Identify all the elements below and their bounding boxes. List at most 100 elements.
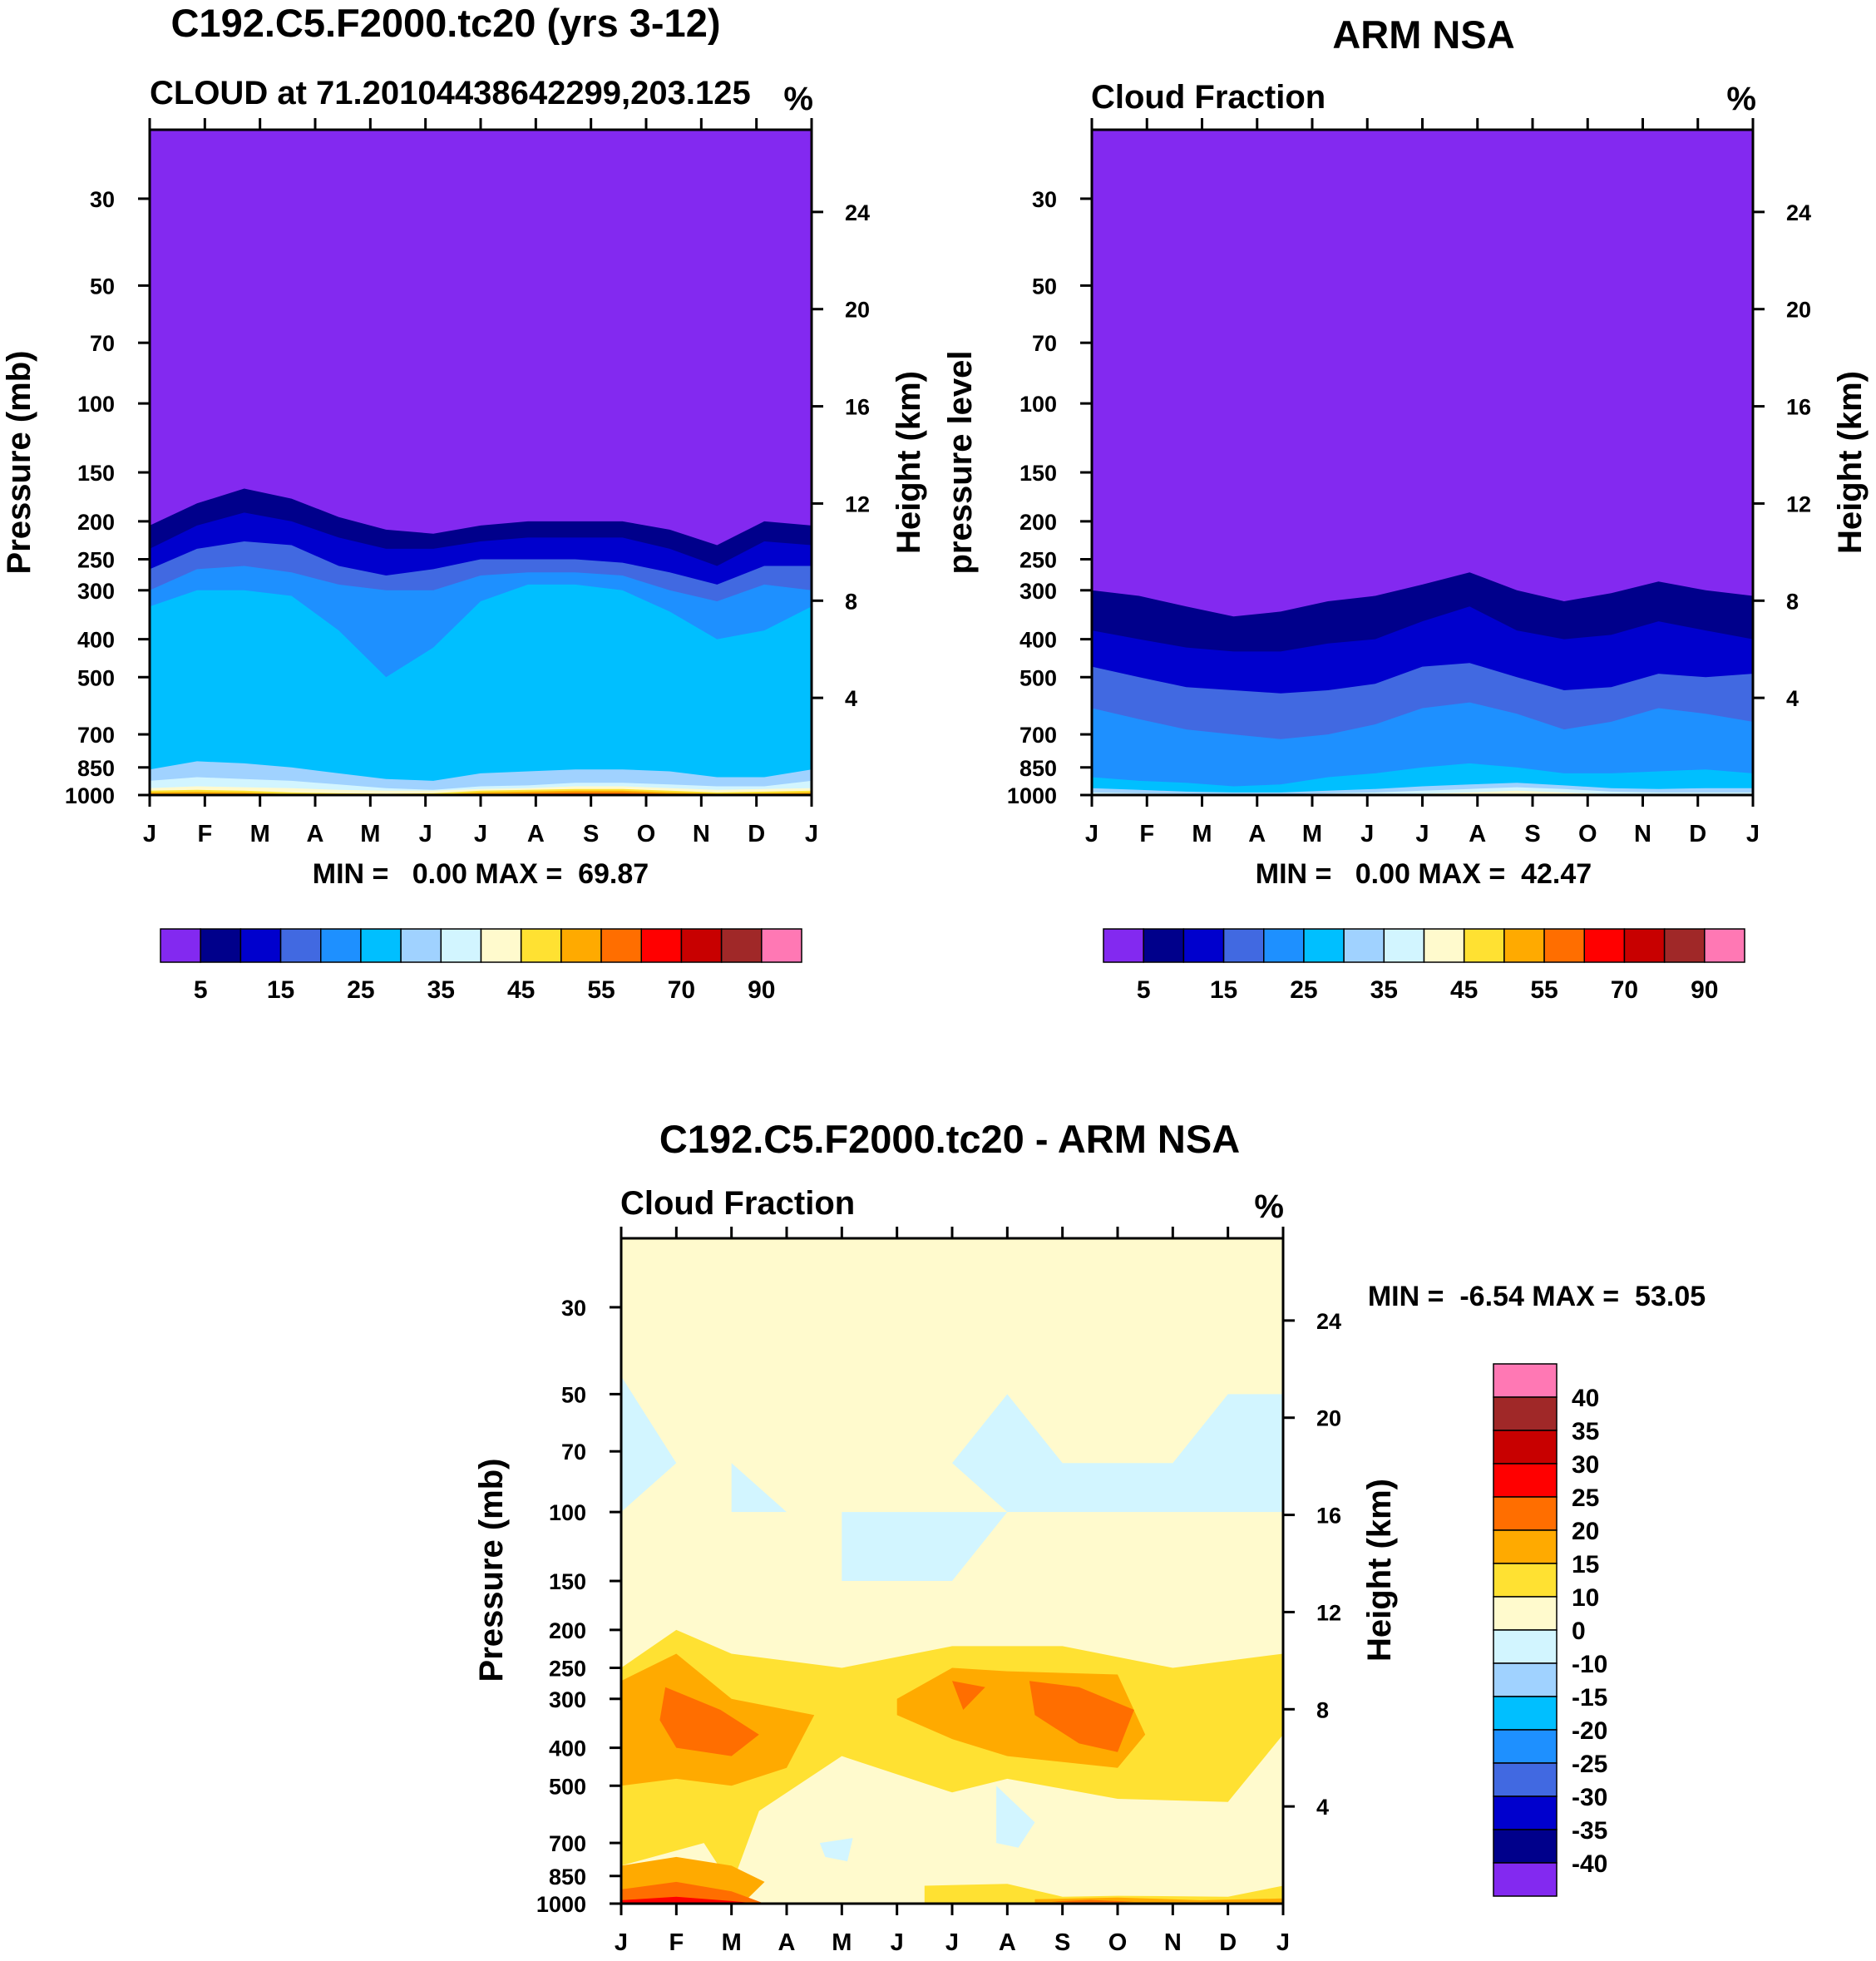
x-tick-label: J <box>1360 821 1374 847</box>
x-tick-label: N <box>1164 1929 1182 1956</box>
y-tick-label: 250 <box>1019 548 1057 573</box>
x-tick-label: S <box>1524 821 1540 847</box>
y-tick-label: 50 <box>1032 274 1057 299</box>
y-right-tick-label: 24 <box>1786 200 1811 225</box>
colorbar-swatch <box>279 928 322 963</box>
x-tick-label: J <box>891 1929 904 1956</box>
colorbar-swatch <box>761 928 802 963</box>
colorbar-label: 25 <box>347 976 374 1004</box>
contour-band <box>150 584 812 795</box>
y-right-tick-label: 4 <box>1786 686 1799 711</box>
colorbar-label: -35 <box>1572 1817 1607 1845</box>
contour-band <box>731 1463 787 1513</box>
colorbar-label: 15 <box>1572 1551 1599 1578</box>
y-right-tick-label: 16 <box>1316 1504 1341 1529</box>
panel-model-axes: J F M A M J J A S O N D J 30 50 70 100 150 200 250 300 400 500… <box>65 118 870 847</box>
colorbar-swatch <box>1583 928 1626 963</box>
x-tick-label: D <box>748 821 765 847</box>
y-tick-label: 50 <box>90 274 115 299</box>
y-tick-label: 500 <box>549 1774 586 1799</box>
contour-band <box>1051 1899 1134 1904</box>
colorbar-label: 90 <box>1691 976 1718 1004</box>
panel-diff-axes: J F M A M J J A S O N D J 30 50 70 100 150 200 250 300 400 500… <box>536 1227 1341 1956</box>
panel-diff-colorbar: 40 35 30 25 20 15 10 0 -10 -15 -20 -25 -30 -35 -40 <box>1493 1363 1607 1897</box>
colorbar-label: 40 <box>1572 1385 1599 1412</box>
colorbar-swatch <box>1493 1696 1558 1731</box>
y-tick-label: 400 <box>1019 628 1057 653</box>
colorbar-label: -40 <box>1572 1850 1607 1878</box>
x-tick-label: J <box>143 821 156 847</box>
x-tick-label: J <box>805 821 818 847</box>
colorbar-label: 55 <box>587 976 615 1004</box>
y-tick-label: 70 <box>561 1440 586 1465</box>
colorbar-swatch <box>1493 1762 1558 1797</box>
y-tick-label: 30 <box>90 187 115 212</box>
y-right-tick-label: 8 <box>1316 1697 1329 1722</box>
panel-model-contour-fill <box>150 130 812 795</box>
colorbar-swatch <box>1543 928 1585 963</box>
colorbar-swatch <box>560 928 602 963</box>
y-tick-label: 1000 <box>65 783 115 808</box>
x-tick-label: J <box>1746 821 1760 847</box>
panel-obs-colorbar: 5 15 25 35 45 55 70 90 <box>1103 928 1745 1004</box>
y-tick-label: 700 <box>1019 723 1057 748</box>
x-tick-label: A <box>778 1929 796 1956</box>
x-tick-label: S <box>1054 1929 1070 1956</box>
colorbar-swatch <box>1493 1662 1558 1697</box>
y-tick-label: 100 <box>77 392 115 417</box>
colorbar-swatch <box>1303 928 1345 963</box>
y-right-tick-label: 8 <box>845 589 857 614</box>
colorbar-swatch <box>1493 1729 1558 1764</box>
contour-band <box>842 1394 1283 1581</box>
x-tick-label: D <box>1689 821 1706 847</box>
panel-model-stats: MIN = 0.00 MAX = 69.87 <box>313 858 649 890</box>
colorbar-swatch <box>1493 1563 1558 1598</box>
colorbar-label: 30 <box>1572 1451 1599 1479</box>
colorbar-label: 35 <box>1370 976 1398 1004</box>
colorbar-label: 70 <box>1611 976 1638 1004</box>
colorbar-label: 0 <box>1572 1618 1586 1645</box>
y-right-tick-label: 12 <box>1786 491 1811 516</box>
panel-diff-ylabel: Pressure (mb) <box>473 1459 510 1682</box>
x-tick-label: M <box>1302 821 1322 847</box>
colorbar-swatch <box>1423 928 1465 963</box>
colorbar-swatch <box>400 928 442 963</box>
y-right-tick-label: 12 <box>845 491 870 516</box>
x-tick-label: F <box>1139 821 1154 847</box>
colorbar-swatch <box>1704 928 1745 963</box>
y-tick-label: 850 <box>549 1865 586 1889</box>
contour-band <box>952 1681 985 1710</box>
colorbar-label: 70 <box>668 976 695 1004</box>
panel-obs-subtitle: Cloud Fraction <box>1091 79 1326 116</box>
panel-diff-subtitle: Cloud Fraction <box>620 1185 855 1222</box>
colorbar-swatch <box>1493 1463 1558 1498</box>
y-right-tick-label: 24 <box>845 200 870 225</box>
colorbar-swatch <box>1222 928 1265 963</box>
x-tick-label: A <box>1248 821 1266 847</box>
colorbar-label: 35 <box>1572 1418 1599 1445</box>
colorbar-swatch <box>600 928 642 963</box>
colorbar-swatch <box>1182 928 1225 963</box>
contour-band <box>996 1786 1035 1848</box>
colorbar-swatch <box>1103 928 1144 963</box>
panel-obs-axes: J F M A M J J A S O N D J 30 50 70 100 150 200 250 300 400 500… <box>1007 118 1811 847</box>
panel-diff-stats: MIN = -6.54 MAX = 53.05 <box>1368 1281 1706 1312</box>
colorbar-swatch <box>1493 1363 1558 1398</box>
contour-band <box>1092 702 1753 795</box>
y-tick-label: 30 <box>1032 187 1057 212</box>
y-tick-label: 300 <box>77 579 115 604</box>
colorbar-swatch <box>1493 1796 1558 1830</box>
colorbar-swatch <box>1343 928 1385 963</box>
x-tick-label: J <box>1415 821 1429 847</box>
colorbar-label: 90 <box>748 976 775 1004</box>
colorbar-label: 10 <box>1572 1584 1599 1612</box>
x-tick-label: M <box>1192 821 1212 847</box>
x-tick-label: O <box>1108 1929 1128 1956</box>
y-tick-label: 250 <box>77 548 115 573</box>
y-tick-label: 100 <box>549 1500 586 1525</box>
y-right-tick-label: 4 <box>1316 1795 1329 1820</box>
colorbar-swatch <box>1493 1596 1558 1631</box>
y-tick-label: 70 <box>90 331 115 356</box>
colorbar-swatch <box>720 928 763 963</box>
x-tick-label: N <box>1634 821 1651 847</box>
